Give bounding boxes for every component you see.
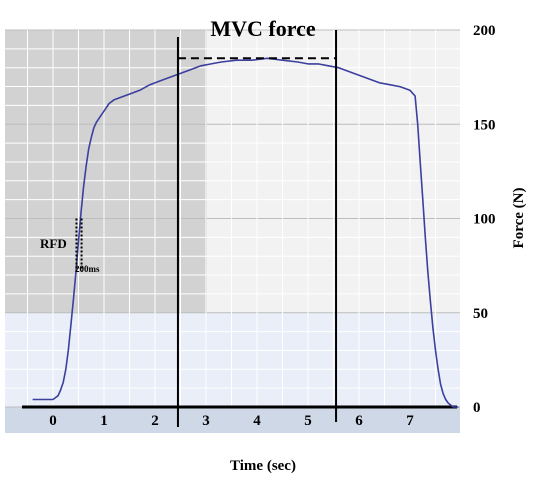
x-tick-label: 0 <box>49 413 57 429</box>
gridlines <box>5 29 460 408</box>
plot-background <box>5 30 460 433</box>
y-tick-label: 200 <box>473 23 496 39</box>
axes: 0 1 2 3 4 5 6 7 0 50 100 150 200 <box>22 23 496 429</box>
y-tick-label: 100 <box>473 212 496 228</box>
x-tick-label: 7 <box>406 413 414 429</box>
annotations <box>75 30 338 427</box>
y-tick-label: 150 <box>473 117 496 133</box>
band-dark <box>5 30 207 313</box>
y-tick-label: 50 <box>473 306 488 322</box>
x-tick-label: 2 <box>151 413 159 429</box>
x-axis-label: Time (sec) <box>230 458 296 474</box>
x-tick-label: 6 <box>355 413 363 429</box>
x-tick-label: 5 <box>304 413 312 429</box>
x-tick-label: 3 <box>202 413 210 429</box>
rfd-label: RFD <box>40 236 67 251</box>
x-axis-band <box>5 407 460 433</box>
y-axis-label: Force (N) <box>511 188 527 249</box>
rfd-window-label: 200ms <box>75 264 100 274</box>
chart-title: MVC force <box>210 16 315 41</box>
x-tick-label: 4 <box>253 413 261 429</box>
y-tick-label: 0 <box>473 400 481 416</box>
x-tick-label: 1 <box>100 413 108 429</box>
